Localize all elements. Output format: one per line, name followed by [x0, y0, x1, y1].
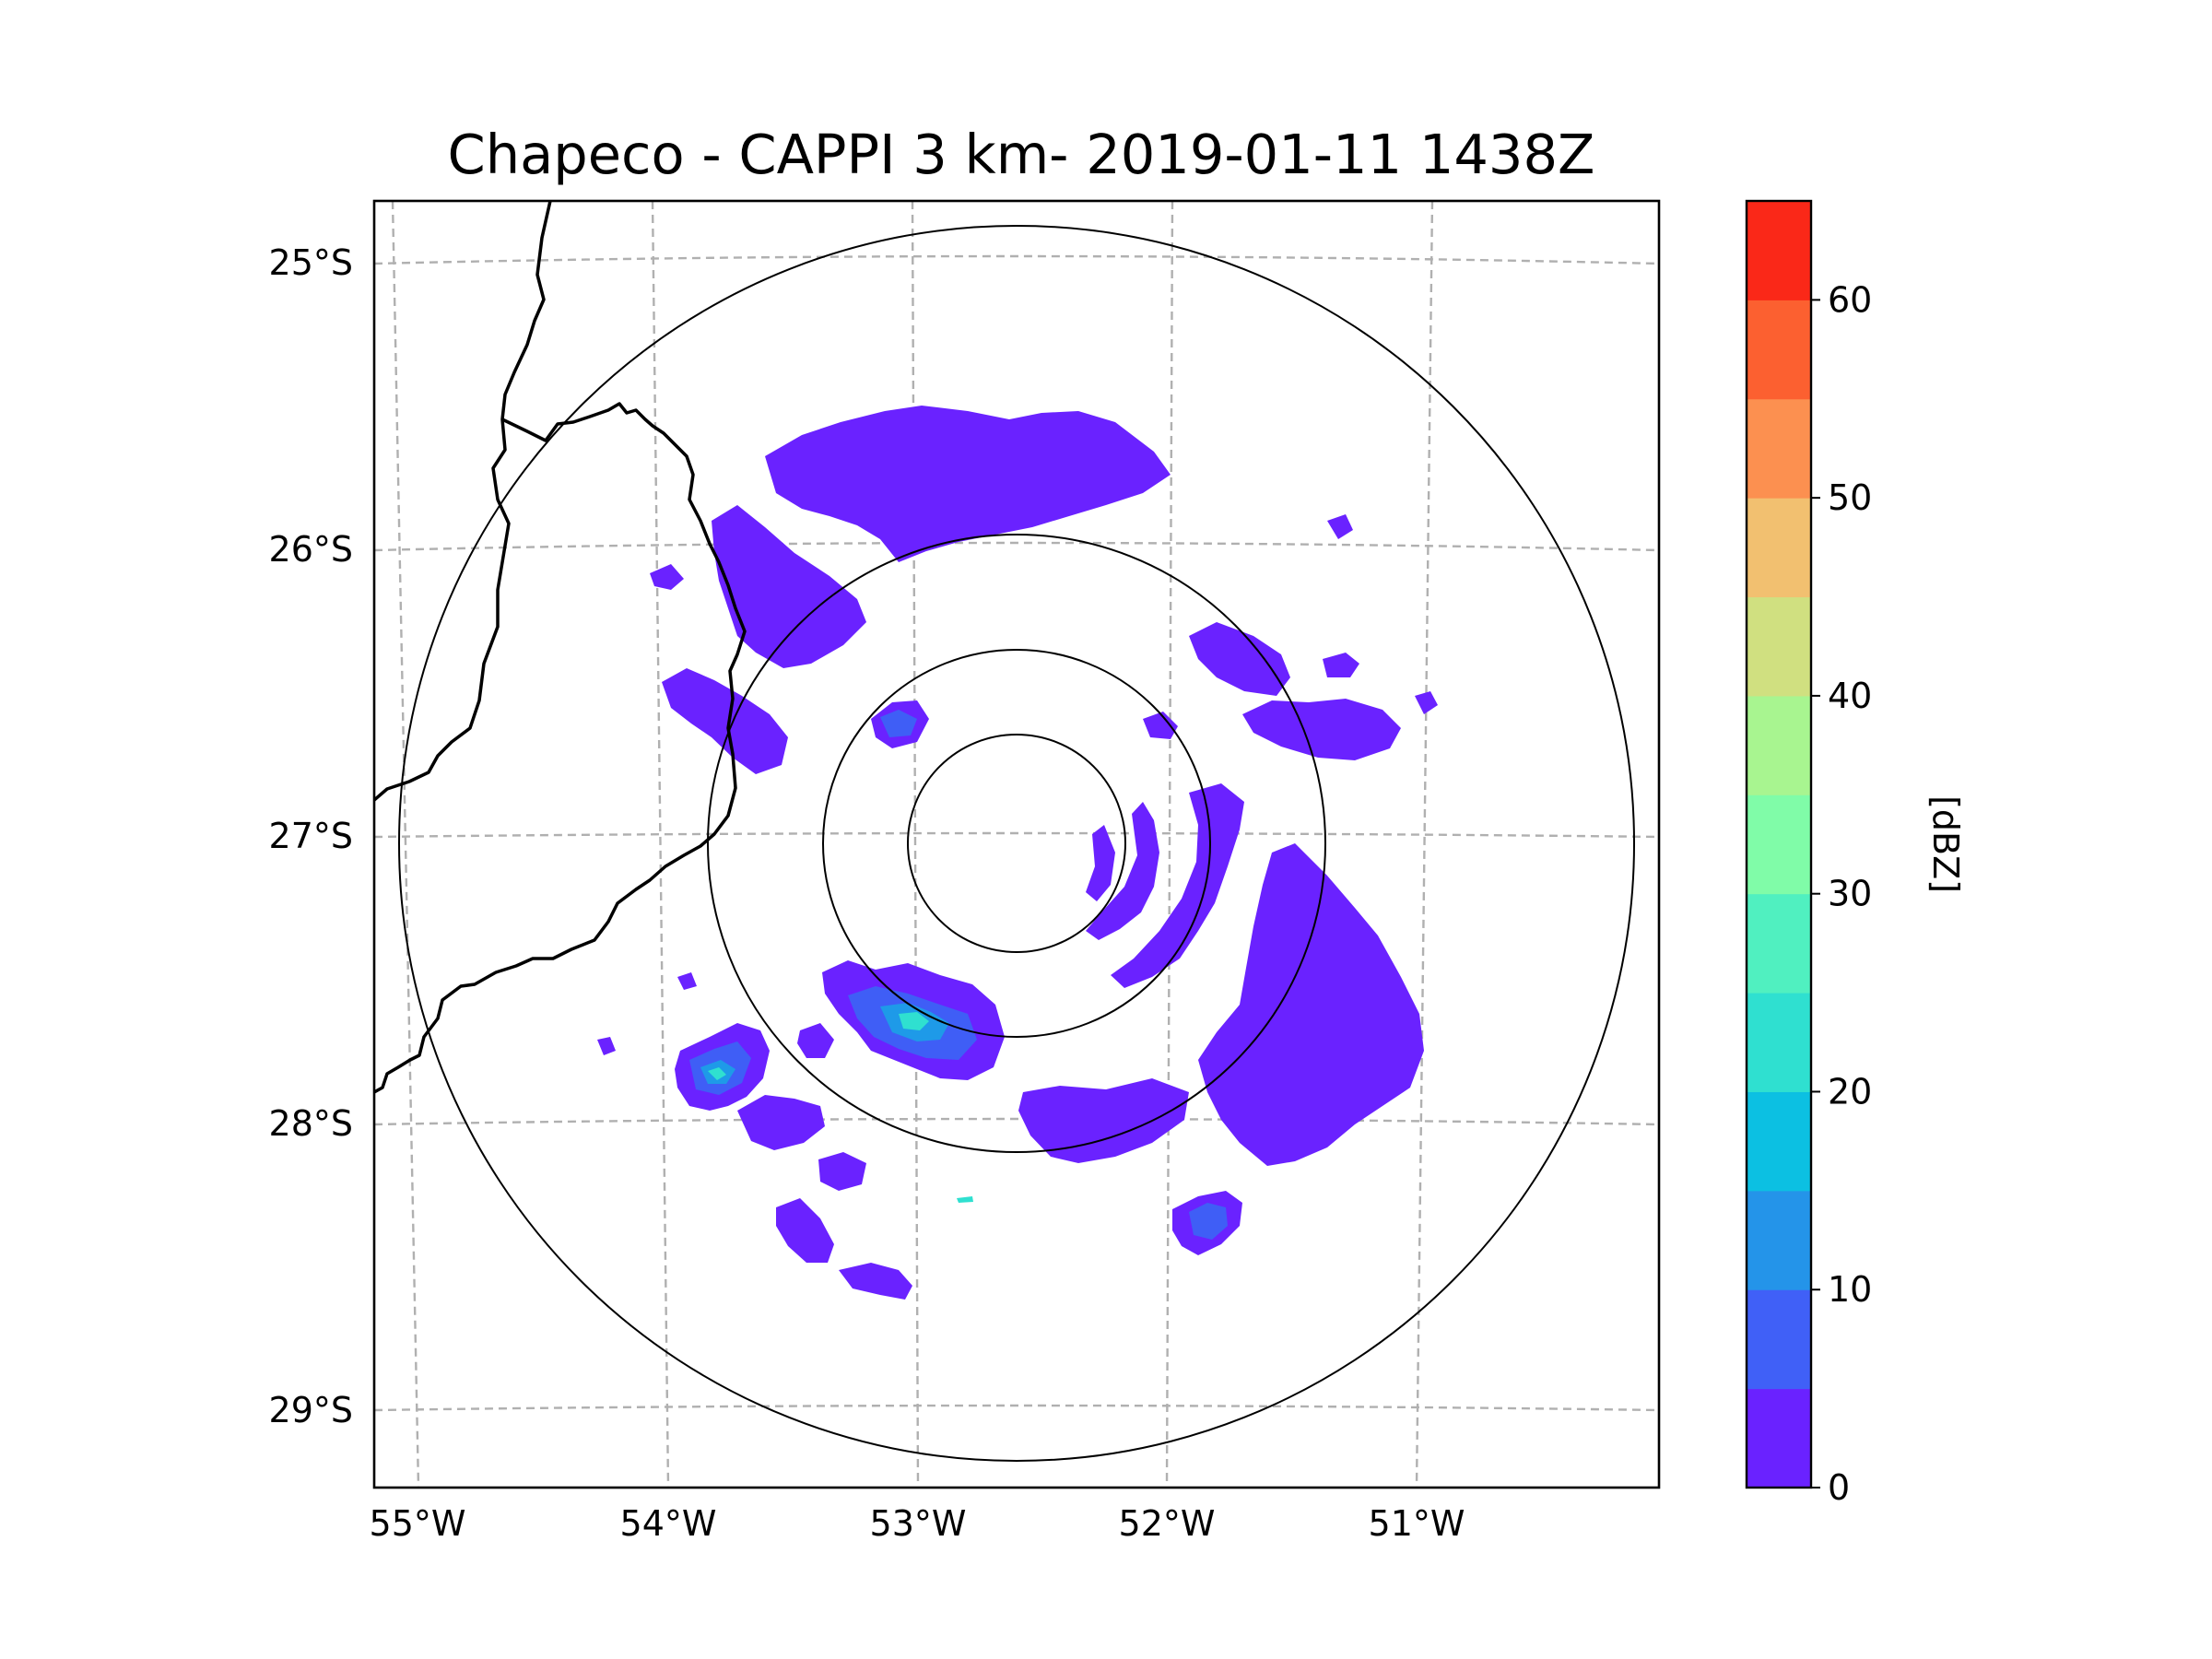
lon-tick-label: 52°W [1119, 1503, 1216, 1544]
lon-tick-label: 55°W [370, 1503, 466, 1544]
gridline-lat-25s [374, 254, 1659, 265]
colorbar-tick-label: 40 [1828, 676, 1872, 716]
gridline-lon-55w [391, 201, 420, 1488]
map-background [374, 201, 1659, 1488]
echo-south-cell-1 [776, 1198, 834, 1263]
echo-far-southwest-fleck [677, 972, 697, 990]
colorbar-band [1747, 300, 1811, 400]
echo-cluster-north [765, 406, 1171, 562]
colorbar: 0 10 20 30 40 50 60 [dBZ] [1745, 199, 1966, 1508]
range-ring-1 [907, 734, 1126, 953]
lat-tick-label: 27°S [269, 816, 353, 856]
gridline-lat-29s [374, 1404, 1659, 1412]
echo-east-band [1242, 699, 1401, 760]
map-frame [372, 199, 1661, 1489]
echo-east-fleck-1 [1323, 653, 1359, 677]
radar-echoes-peak [708, 1012, 973, 1203]
echo-southwest-max [899, 1012, 929, 1030]
range-rings [398, 225, 1635, 1462]
lon-tick-label: 54°W [620, 1503, 717, 1544]
lon-tick-label: 53°W [870, 1503, 967, 1544]
echo-east-arc-1 [1086, 802, 1159, 940]
colorbar-frame [1745, 199, 1813, 1489]
echo-east-north [1189, 622, 1290, 696]
colorbar-tick-label: 30 [1828, 874, 1872, 914]
echo-southwest-fleck [797, 1023, 834, 1058]
echo-south-fleck-1 [818, 1152, 866, 1191]
range-ring-2 [822, 649, 1211, 1038]
colorbar-tick-label: 20 [1828, 1071, 1872, 1112]
map-panel [372, 199, 1692, 1489]
lon-tick-label: 51°W [1369, 1503, 1465, 1544]
echo-northwest-core [880, 710, 917, 737]
echo-south-arc [1018, 1078, 1189, 1163]
longitude-tick-labels: 55°W 54°W 53°W 52°W 51°W [370, 1503, 1465, 1544]
gridline-lon-50w [1666, 201, 1692, 1488]
colorbar-band [1747, 1190, 1811, 1290]
colorbar-band [1747, 794, 1811, 895]
echo-north-inner [1143, 712, 1178, 739]
colorbar-band [1747, 398, 1811, 499]
colorbar-band [1747, 596, 1811, 697]
colorbar-band [1747, 1289, 1811, 1390]
gridline-lat-28s [374, 1117, 1659, 1126]
echo-cluster-west [662, 668, 788, 774]
echo-southwest-trail [737, 1095, 825, 1150]
chart-title: Chapeco - CAPPI 3 km- 2019-01-11 1438Z [448, 123, 1595, 186]
latitude-gridlines [374, 254, 1659, 1412]
colorbar-band [1747, 201, 1811, 300]
range-ring-4 [398, 225, 1635, 1462]
gridline-lon-52w [1165, 201, 1174, 1488]
colorbar-label: [dBZ] [1925, 795, 1966, 893]
echo-east-fleck-2 [1415, 691, 1438, 714]
colorbar-tick-label: 50 [1828, 477, 1872, 518]
colorbar-band [1747, 893, 1811, 994]
echo-southeast-core [1189, 1203, 1228, 1240]
colorbar-ticks: 0 10 20 30 40 50 60 [1811, 279, 1872, 1508]
colorbar-bands [1747, 201, 1811, 1488]
lat-tick-label: 25°S [269, 242, 353, 283]
echo-northeast-fleck [1327, 514, 1353, 539]
echo-south-cell-2 [839, 1263, 912, 1300]
echo-east-arc-2 [1086, 825, 1115, 901]
echo-southeast-large [1198, 843, 1424, 1166]
echo-cluster-northwest [712, 505, 866, 668]
echo-tiny-cyan [957, 1196, 973, 1203]
colorbar-band [1747, 1388, 1811, 1488]
gridline-lon-51w [1415, 201, 1434, 1488]
colorbar-band [1747, 695, 1811, 795]
border-argentina-brazil [374, 402, 747, 1094]
border-paraguay-argentina [374, 201, 552, 802]
lat-tick-label: 28°S [269, 1103, 353, 1144]
colorbar-band [1747, 1091, 1811, 1192]
lat-tick-label: 26°S [269, 529, 353, 570]
gridline-lat-26s [374, 541, 1659, 552]
colorbar-tick-label: 0 [1828, 1467, 1850, 1508]
latitude-tick-labels: 25°S 26°S 27°S 28°S 29°S [269, 242, 353, 1430]
echo-west-fleck [597, 1037, 616, 1055]
lat-tick-label: 29°S [269, 1390, 353, 1430]
echo-northwest-fleck [650, 564, 684, 590]
colorbar-tick-label: 10 [1828, 1269, 1872, 1310]
colorbar-tick-label: 60 [1828, 279, 1872, 320]
colorbar-band [1747, 498, 1811, 598]
gridline-lat-27s [374, 831, 1659, 839]
colorbar-band [1747, 993, 1811, 1092]
echo-far-southwest-max [708, 1067, 726, 1080]
gridline-lon-54w [651, 201, 670, 1488]
range-ring-3 [707, 534, 1326, 1153]
political-borders [374, 201, 747, 1094]
